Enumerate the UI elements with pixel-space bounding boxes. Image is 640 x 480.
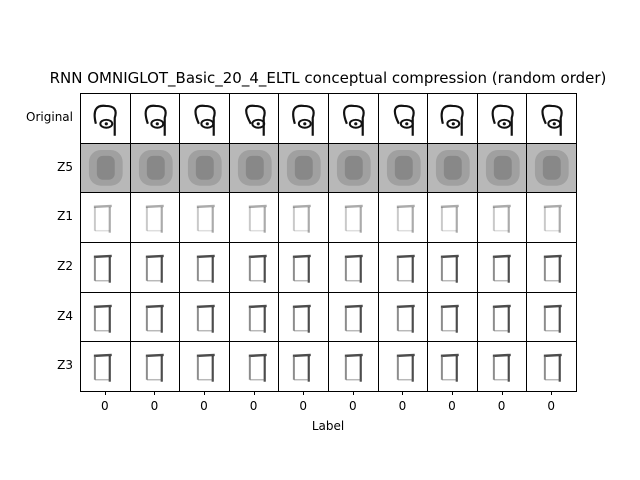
image-grid: Original Z5 Z1 Z2 Z4 Z3 0 0 0 0 0 0 0 0 0 0: [26, 93, 577, 413]
grid-cell-r2-c6: [377, 192, 429, 243]
grid-cell-r5-c9: [526, 341, 577, 392]
grid-cell-r0-c4: [278, 93, 329, 144]
grid-cell-r2-c3: [228, 192, 280, 243]
x-tick-mark: [303, 391, 305, 395]
grid-cell-r5-c2: [179, 341, 230, 392]
grid-cell-r1-c1: [129, 142, 181, 194]
grid-cell-r1-c3: [228, 142, 280, 194]
grid-cell-r4-c0: [80, 291, 131, 343]
grid-cell-r1-c6: [377, 142, 429, 194]
grid-cell-r3-c4: [278, 242, 329, 293]
row-label-z4: Z4: [57, 308, 73, 323]
row-label-original: Original: [26, 109, 73, 124]
x-tick-mark: [551, 391, 553, 395]
x-tick-label: 0: [348, 399, 357, 413]
grid-cell-r4-c7: [427, 291, 478, 343]
grid-cell-r4-c8: [476, 291, 528, 343]
grid-cell-r2-c2: [179, 192, 230, 243]
x-tick-label: 0: [100, 399, 109, 413]
x-tick-label: 0: [398, 399, 407, 413]
grid-cell-r1-c7: [427, 142, 478, 194]
x-tick-label: 0: [299, 399, 307, 413]
grid-cell-r0-c7: [427, 93, 478, 144]
row-label-z1: Z1: [57, 209, 73, 224]
grid-cell-r0-c0: [80, 93, 131, 144]
grid-cell-r4-c1: [129, 291, 181, 343]
x-tick-label: 0: [249, 399, 258, 413]
x-tick-mark: [452, 391, 453, 395]
row-label-z5: Z5: [57, 159, 73, 174]
grid-cell-r1-c5: [328, 142, 379, 194]
grid-cell-r2-c0: [80, 192, 131, 243]
grid-cell-r5-c6: [377, 341, 429, 392]
grid-cell-r2-c9: [526, 192, 577, 243]
grid-cell-r4-c6: [377, 291, 429, 343]
x-axis-label: Label: [311, 419, 345, 433]
grid-cell-r0-c9: [526, 93, 577, 144]
grid-cell-r1-c9: [526, 142, 577, 194]
grid-cell-r3-c5: [328, 242, 379, 293]
grid-cell-r0-c2: [179, 93, 230, 144]
grid-cell-r4-c4: [278, 291, 329, 343]
x-tick-mark: [352, 391, 354, 395]
grid-cell-r1-c0: [80, 142, 131, 194]
grid-cell-r2-c1: [129, 192, 181, 243]
grid-cell-r1-c2: [179, 142, 230, 194]
grid-cell-r2-c7: [427, 192, 478, 243]
grid-cell-r3-c3: [228, 242, 280, 293]
grid-cell-r0-c1: [129, 93, 181, 144]
grid-cell-r5-c1: [129, 341, 181, 392]
grid-cell-r2-c5: [328, 192, 379, 243]
grid-cell-r2-c4: [278, 192, 329, 243]
x-tick-mark: [204, 391, 205, 395]
grid-cell-r5-c3: [228, 341, 280, 392]
grid-cell-r0-c6: [377, 93, 429, 144]
grid-cell-r4-c2: [179, 291, 230, 343]
x-tick-mark: [104, 391, 106, 395]
grid-cell-r3-c9: [526, 242, 577, 293]
grid-cell-r4-c9: [526, 291, 577, 343]
grid-cell-r5-c7: [427, 341, 478, 392]
x-tick-mark: [154, 391, 156, 395]
grid-cell-r2-c8: [476, 192, 528, 243]
x-tick-label: 0: [150, 399, 159, 413]
figure-title: RNN OMNIGLOT_Basic_20_4_ELTL conceptual …: [49, 69, 607, 87]
grid-cell-r3-c2: [179, 242, 230, 293]
grid-cell-r1-c4: [278, 142, 329, 194]
x-tick-mark: [402, 391, 404, 395]
x-tick-label: 0: [448, 399, 456, 413]
grid-cell-r0-c3: [228, 93, 280, 144]
grid-cell-r1-c8: [476, 142, 528, 194]
grid-cell-r5-c0: [80, 341, 131, 392]
grid-cell-r0-c5: [328, 93, 379, 144]
grid-cell-r4-c3: [228, 291, 280, 343]
row-label-z3: Z3: [57, 358, 73, 373]
grid-cell-r3-c6: [377, 242, 429, 293]
grid-cell-r5-c8: [476, 341, 528, 392]
row-label-z2: Z2: [57, 258, 73, 273]
grid-cell-r5-c5: [328, 341, 379, 392]
x-tick-label: 0: [547, 399, 555, 413]
grid-cell-r3-c7: [427, 242, 478, 293]
grid-cell-r5-c4: [278, 341, 329, 392]
x-tick-label: 0: [200, 399, 208, 413]
grid-cell-r3-c0: [80, 242, 131, 293]
grid-cell-r3-c8: [476, 242, 528, 293]
x-tick-mark: [501, 391, 503, 395]
x-tick-mark: [253, 391, 255, 395]
grid-cell-r0-c8: [476, 93, 528, 144]
x-tick-label: 0: [497, 399, 506, 413]
grid-cell-r4-c5: [328, 291, 379, 343]
grid-cell-r3-c1: [129, 242, 181, 293]
